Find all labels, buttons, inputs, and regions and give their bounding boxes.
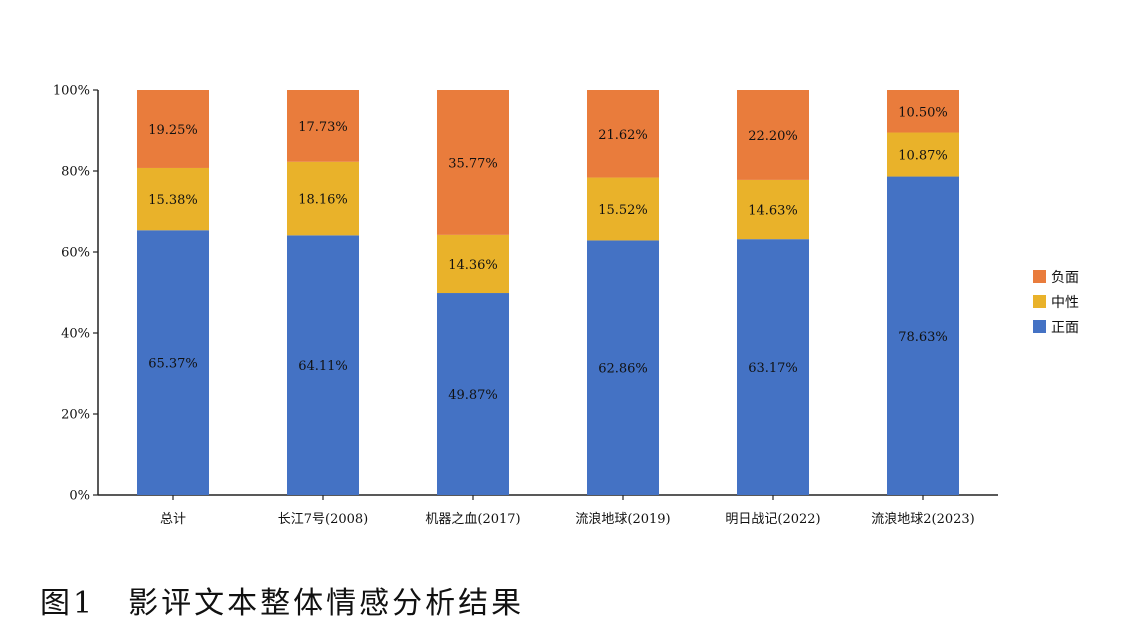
bar-segment (137, 90, 209, 168)
data-label: 10.50% (898, 105, 948, 120)
bar-segment (887, 176, 959, 495)
legend-swatch (1033, 320, 1046, 333)
legend-label: 中性 (1051, 295, 1079, 311)
bar-segment (587, 240, 659, 495)
y-tick-label: 20% (61, 408, 90, 423)
data-label: 17.73% (298, 120, 348, 135)
bar-segment (287, 161, 359, 236)
bar-segment (587, 177, 659, 241)
data-label: 22.20% (748, 129, 798, 144)
x-category-label: 长江7号(2008) (278, 512, 369, 527)
data-label: 14.36% (448, 258, 498, 273)
y-tick-label: 40% (61, 327, 90, 342)
legend-swatch (1033, 295, 1046, 308)
bar-segment (287, 90, 359, 162)
data-label: 78.63% (898, 330, 948, 345)
x-category-label: 流浪地球(2019) (575, 512, 670, 527)
bar-segment (437, 90, 509, 235)
data-label: 15.38% (148, 193, 198, 208)
bar-segment (437, 234, 509, 294)
x-category-label: 流浪地球2(2023) (871, 512, 975, 527)
figure-caption: 图1 影评文本整体情感分析结果 (40, 586, 525, 621)
stacked-bar-chart: 0% 20% 40% 60% 80% 100% 总计 长江7号(2008) 机器之血(2017)… (53, 84, 1079, 528)
y-tick-label: 80% (61, 165, 90, 180)
bar-segment (737, 90, 809, 180)
bar-segment (137, 230, 209, 495)
legend-label: 负面 (1051, 270, 1079, 286)
y-tick-label: 0% (69, 489, 90, 504)
y-tick-label: 60% (61, 246, 90, 261)
chart-axes: 0% 20% 40% 60% 80% 100% 总计 长江7号(2008) 机器之血(2017)… (53, 84, 998, 527)
bar-segment (737, 179, 809, 240)
data-label: 15.52% (598, 203, 648, 218)
bar-segment (437, 293, 509, 495)
data-label: 21.62% (598, 128, 648, 143)
data-label: 65.37% (148, 357, 198, 372)
data-label: 35.77% (448, 156, 498, 171)
bar-segment (137, 167, 209, 231)
y-tick-label: 100% (53, 84, 90, 99)
chart-data-labels: 65.37% 15.38% 19.25% 64.11% 18.16% 17.73% 49.8… (148, 105, 948, 403)
legend-swatch (1033, 270, 1046, 283)
bar-segment (887, 132, 959, 177)
data-label: 14.63% (748, 204, 798, 219)
data-label: 10.87% (898, 149, 948, 164)
data-label: 62.86% (598, 362, 648, 377)
bar-segment (287, 235, 359, 496)
data-label: 18.16% (298, 193, 348, 208)
x-category-label: 总计 (160, 512, 186, 527)
x-category-label: 机器之血(2017) (425, 512, 520, 527)
bar-segment (887, 90, 959, 133)
data-label: 19.25% (148, 123, 198, 138)
data-label: 63.17% (748, 361, 798, 376)
x-category-label: 明日战记(2022) (725, 512, 820, 527)
legend-label: 正面 (1051, 320, 1079, 336)
bar-segment (737, 239, 809, 495)
data-label: 64.11% (298, 359, 348, 374)
bar-segment (587, 90, 659, 178)
chart-bars (137, 90, 959, 496)
data-label: 49.87% (448, 388, 498, 403)
